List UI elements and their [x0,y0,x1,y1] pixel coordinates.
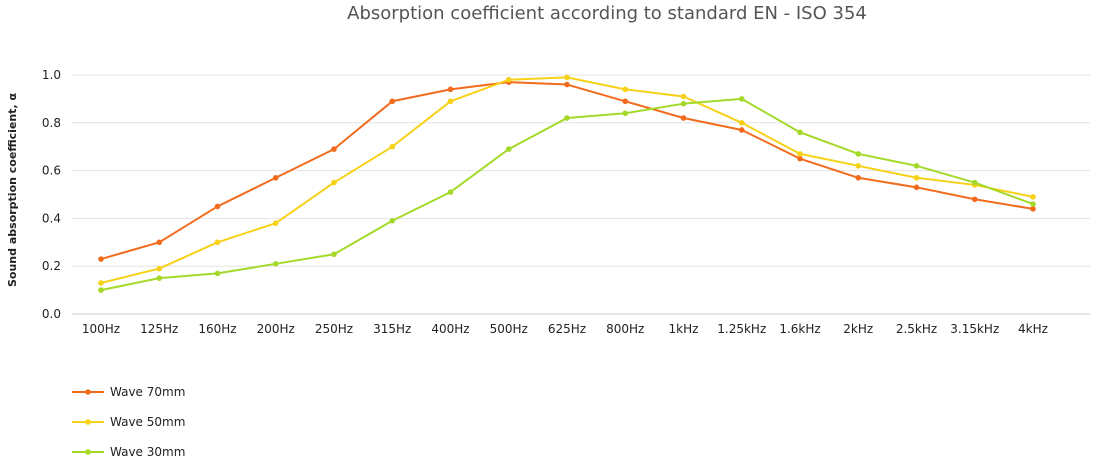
data-point [564,81,570,88]
data-point [622,86,629,93]
data-point [98,256,104,262]
data-point [680,115,687,121]
data-point [971,196,978,203]
x-tick-label: 400Hz [431,322,469,336]
data-point [622,98,629,105]
y-tick-label: 0.0 [42,307,61,321]
series-wave-30mm [98,96,1036,293]
data-point [98,287,104,293]
y-axis-ticks: 0.0 0.2 0.4 0.6 0.8 1.0 [42,68,61,321]
data-point [214,203,221,210]
x-tick-label: 1.6kHz [779,322,820,336]
data-point [738,120,745,126]
legend-item: Wave 70mm [72,385,185,399]
data-point [156,265,163,272]
data-point [272,261,279,267]
x-tick-label: 250Hz [315,322,353,336]
data-point [913,184,920,191]
series-lines [98,74,1036,293]
legend-label: Wave 50mm [110,415,185,429]
data-point [564,74,570,81]
data-point [447,86,454,93]
data-point [98,280,104,286]
data-point [622,110,629,117]
legend-item: Wave 30mm [72,445,185,459]
data-point [272,220,279,226]
data-point [156,275,163,281]
x-tick-label: 625Hz [548,322,586,336]
y-tick-label: 0.6 [42,164,61,178]
chart-title: Absorption coefficient according to stan… [347,3,867,24]
data-point [738,127,745,133]
data-point [797,129,803,136]
data-point [564,115,570,121]
y-tick-label: 1.0 [42,68,61,82]
x-tick-label: 100Hz [82,322,120,336]
x-tick-label: 500Hz [490,322,528,336]
x-tick-label: 4kHz [1018,322,1048,336]
y-axis-label: Sound absorption coefficient, α [6,93,19,287]
data-point [447,98,454,105]
data-point [1030,201,1036,207]
data-point [447,189,454,195]
data-point [156,239,163,246]
data-point [855,174,862,181]
series-line [100,76,1034,284]
data-point [331,179,337,186]
legend-swatch-marker [85,389,91,395]
data-point [971,179,978,186]
data-point [214,270,221,277]
x-tick-label: 1kHz [669,322,699,336]
data-point [738,96,745,102]
y-tick-label: 0.4 [42,211,61,225]
data-point [272,174,279,181]
x-axis-ticks: 100Hz 125Hz 160Hz 200Hz 250Hz 315Hz 400Hz 500Hz… [82,322,1048,336]
data-point [1030,194,1036,200]
x-tick-label: 3.15kHz [950,322,999,336]
data-point [680,93,687,100]
series-wave-70mm [98,79,1036,262]
x-tick-label: 1.25kHz [717,322,766,336]
data-point [797,155,803,162]
data-point [505,146,512,152]
x-tick-label: 2.5kHz [896,322,937,336]
x-tick-label: 200Hz [257,322,295,336]
data-point [855,151,862,157]
data-point [855,163,862,169]
x-tick-label: 160Hz [198,322,236,336]
x-tick-label: 315Hz [373,322,411,336]
legend-swatch-marker [85,419,91,425]
x-tick-label: 800Hz [606,322,644,336]
data-point [913,174,920,181]
data-point [797,151,803,157]
data-point [331,146,337,152]
data-point [389,143,396,150]
data-point [505,76,512,83]
data-point [389,98,396,105]
y-tick-label: 0.8 [42,116,61,130]
legend-label: Wave 70mm [110,385,185,399]
data-point [389,217,396,224]
y-tick-label: 0.2 [42,259,61,273]
legend-item: Wave 50mm [72,415,185,429]
legend-label: Wave 30mm [110,445,185,459]
x-tick-label: 2kHz [843,322,873,336]
data-point [913,163,920,169]
series-wave-50mm [98,74,1036,286]
x-tick-label: 125Hz [140,322,178,336]
data-point [331,251,337,258]
data-point [214,239,221,246]
data-point [680,100,687,107]
legend-swatch-marker [85,449,91,455]
legend: Wave 70mm Wave 50mm Wave 30mm [72,385,185,459]
gridlines [72,74,1090,267]
data-point [1030,206,1036,212]
